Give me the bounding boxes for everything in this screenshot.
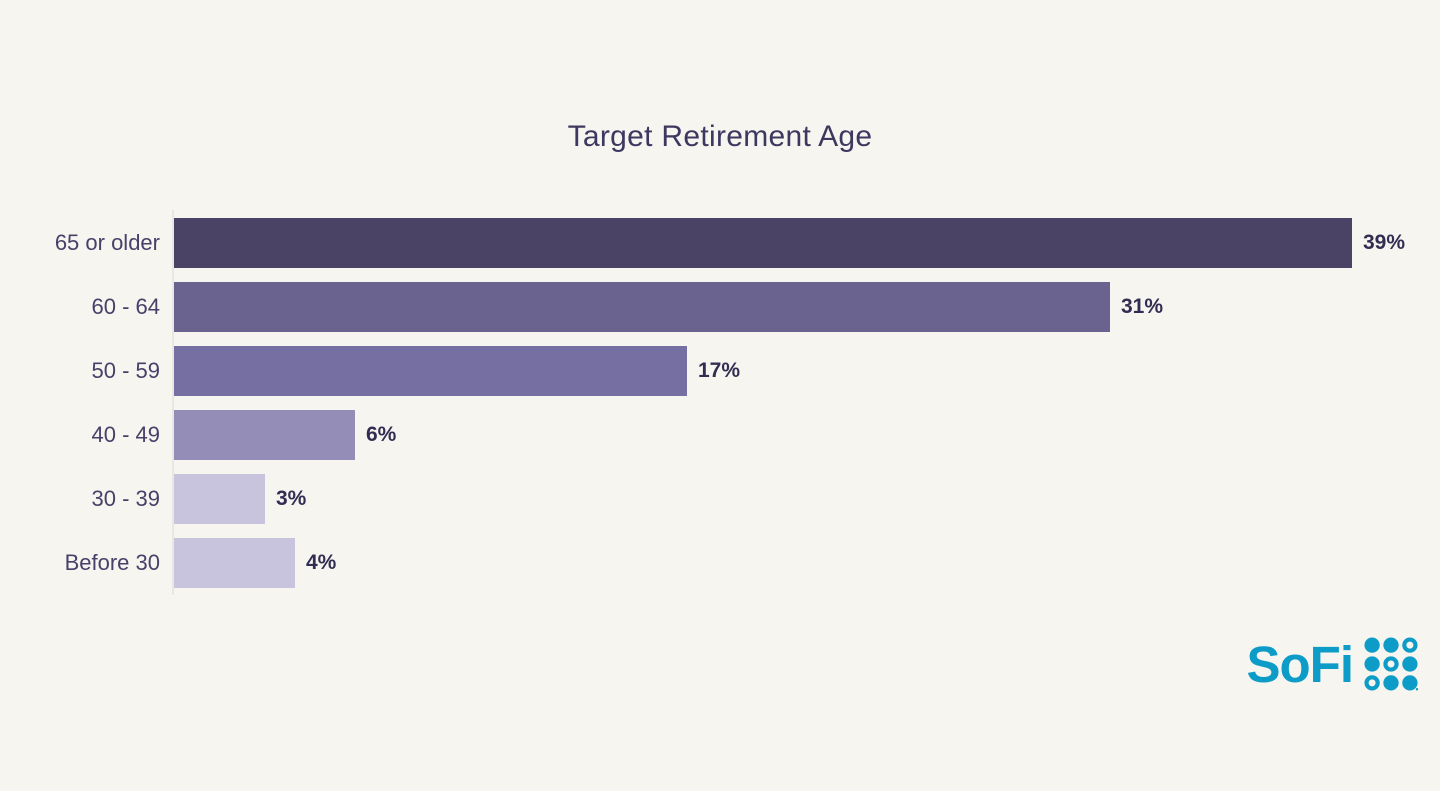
sofi-wordmark: SoFi xyxy=(1246,635,1354,693)
category-label: 60 - 64 xyxy=(91,294,161,319)
value-label: 4% xyxy=(306,551,337,574)
category-label: Before 30 xyxy=(64,550,160,575)
bar-track: 4% xyxy=(174,538,1440,588)
chart-row: 60 - 64 31% xyxy=(0,282,1440,332)
value-label: 39% xyxy=(1363,231,1406,254)
bar xyxy=(174,538,295,588)
bar-track: 17% xyxy=(174,346,1440,396)
bar xyxy=(174,218,1352,268)
chart-row: 40 - 49 6% xyxy=(0,410,1440,460)
bar-track: 31% xyxy=(174,282,1440,332)
sofi-dot-grid-icon xyxy=(1364,637,1418,691)
bar xyxy=(174,282,1110,332)
bar-chart: 65 or older 39% 60 - 64 31% 50 - 59 17% 40 - 4… xyxy=(0,218,1440,602)
chart-row: 50 - 59 17% xyxy=(0,346,1440,396)
bar-track: 6% xyxy=(174,410,1440,460)
chart-title: Target Retirement Age xyxy=(567,120,873,153)
sofi-logo: SoFi xyxy=(1246,635,1418,693)
category-label: 65 or older xyxy=(54,230,160,255)
category-label: 50 - 59 xyxy=(91,358,161,383)
value-label: 17% xyxy=(698,359,741,382)
y-axis-line xyxy=(172,210,174,595)
bar-track: 39% xyxy=(174,218,1440,268)
chart-row: 65 or older 39% xyxy=(0,218,1440,268)
bar xyxy=(174,410,355,460)
category-label: 30 - 39 xyxy=(91,486,161,511)
category-label: 40 - 49 xyxy=(91,422,161,447)
bar xyxy=(174,346,687,396)
value-label: 31% xyxy=(1121,295,1164,318)
value-label: 3% xyxy=(276,487,307,510)
bar-track: 3% xyxy=(174,474,1440,524)
chart-row: Before 30 4% xyxy=(0,538,1440,588)
chart-row: 30 - 39 3% xyxy=(0,474,1440,524)
value-label: 6% xyxy=(366,423,397,446)
bar xyxy=(174,474,265,524)
